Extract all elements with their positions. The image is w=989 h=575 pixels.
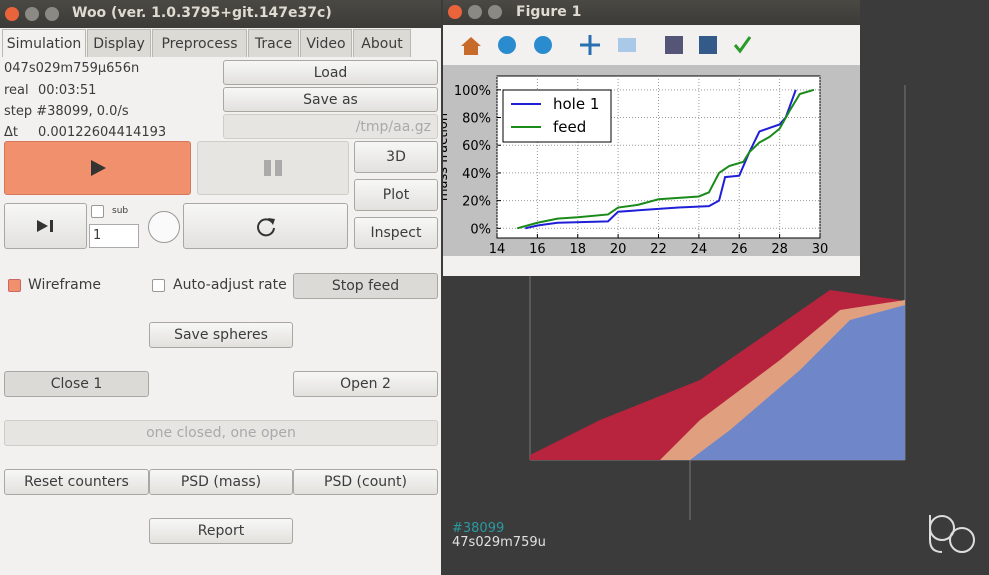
pause-button[interactable] (197, 141, 349, 195)
time: 047s029m759μ656n (4, 61, 140, 76)
x-tick-label: 20 (610, 242, 627, 256)
y-tick-label: 40% (462, 167, 491, 182)
sub-label: sub (112, 206, 129, 216)
dt-label: Δt (4, 125, 18, 140)
tab[interactable]: Preprocess (152, 29, 247, 57)
reset-counters-button[interactable]: Reset counters (4, 469, 149, 495)
titlebar: Figure 1 (443, 0, 860, 25)
report-button[interactable]: Report (149, 518, 293, 544)
legend-label: hole 1 (553, 95, 599, 113)
window-title: Woo (ver. 1.0.3795+git.147e37c) (72, 5, 332, 21)
load-button[interactable]: Load (223, 60, 438, 85)
open-2-button[interactable]: Open 2 (293, 371, 438, 397)
step-label: #38099 (452, 521, 504, 536)
tab[interactable]: Trace (248, 29, 299, 57)
auto-adjust-label: Auto-adjust rate (173, 277, 287, 293)
tab[interactable]: About (353, 29, 411, 57)
tab[interactable]: Display (87, 29, 151, 57)
x-tick-label: 28 (771, 242, 788, 256)
toolbar (443, 25, 860, 65)
x-tick-label: 26 (731, 242, 748, 256)
wireframe-checkbox[interactable] (8, 279, 21, 292)
speed-dial[interactable] (148, 211, 180, 243)
path-field[interactable]: /tmp/aa.gz (223, 114, 438, 139)
step-button[interactable] (4, 203, 87, 249)
line (516, 88, 815, 230)
chart: 0% 20% 40% 60% 80% 100% 14 16 18 20 22 24 26 28 30 mass… (443, 75, 829, 256)
real-label: real (4, 83, 29, 98)
close-1-button[interactable]: Close 1 (4, 371, 149, 397)
stop-feed-button[interactable]: Stop feed (293, 273, 438, 299)
titlebar: Woo (ver. 1.0.3795+git.147e37c) (0, 0, 441, 28)
step: step #38099, 0.0/s (4, 104, 129, 119)
tab[interactable]: Simulation (2, 29, 86, 57)
reload-button[interactable] (183, 203, 348, 249)
3d-button[interactable]: 3D (354, 141, 438, 173)
auto-adjust-checkbox[interactable] (152, 279, 165, 292)
psd-mass-button[interactable]: PSD (mass) (149, 469, 293, 495)
window-controls[interactable] (4, 6, 64, 22)
x-tick-label: 22 (650, 242, 667, 256)
window-title: Figure 1 (516, 4, 582, 20)
real-time: 00:03:51 (38, 83, 97, 98)
tab[interactable]: Video (300, 29, 352, 57)
dt: 0.00122604414193 (38, 125, 167, 140)
x-tick-label: 24 (691, 242, 708, 256)
y-tick-label: 100% (454, 84, 491, 99)
psd-count-button[interactable]: PSD (count) (293, 469, 438, 495)
substep-spinner[interactable]: 1 (89, 224, 139, 248)
play-button[interactable] (4, 141, 191, 195)
y-tick-label: 80% (462, 112, 491, 127)
x-tick-label: 16 (529, 242, 546, 256)
sub-checkbox[interactable] (91, 205, 104, 218)
figure-window: Figure 1 0% 20% 40% 60% 80% 100% 14 16 18 20 22 24 2… (443, 0, 860, 276)
line (525, 89, 797, 230)
y-tick-label: 60% (462, 139, 491, 154)
y-tick-label: 20% (462, 195, 491, 210)
status-field: one closed, one open (4, 420, 438, 446)
plot-button[interactable]: Plot (354, 179, 438, 211)
y-axis-label: mass fraction (443, 113, 451, 201)
inspect-button[interactable]: Inspect (354, 217, 438, 249)
x-tick-label: 18 (569, 242, 586, 256)
save-as-button[interactable]: Save as (223, 87, 438, 112)
statusbar (443, 256, 860, 276)
legend-label: feed (553, 118, 586, 136)
wireframe-label: Wireframe (28, 277, 102, 293)
legend-box (502, 89, 612, 143)
particles-blue (690, 305, 905, 460)
time-label: 47s029m759u (452, 535, 546, 550)
x-tick-label: 30 (812, 242, 829, 256)
window-controls[interactable] (447, 4, 507, 20)
toolbar-icons[interactable] (443, 25, 860, 65)
woo-window: Woo (ver. 1.0.3795+git.147e37c) Simulati… (0, 0, 441, 575)
y-tick-label: 0% (470, 222, 491, 237)
x-tick-label: 14 (489, 242, 506, 256)
save-spheres-button[interactable]: Save spheres (149, 322, 293, 348)
